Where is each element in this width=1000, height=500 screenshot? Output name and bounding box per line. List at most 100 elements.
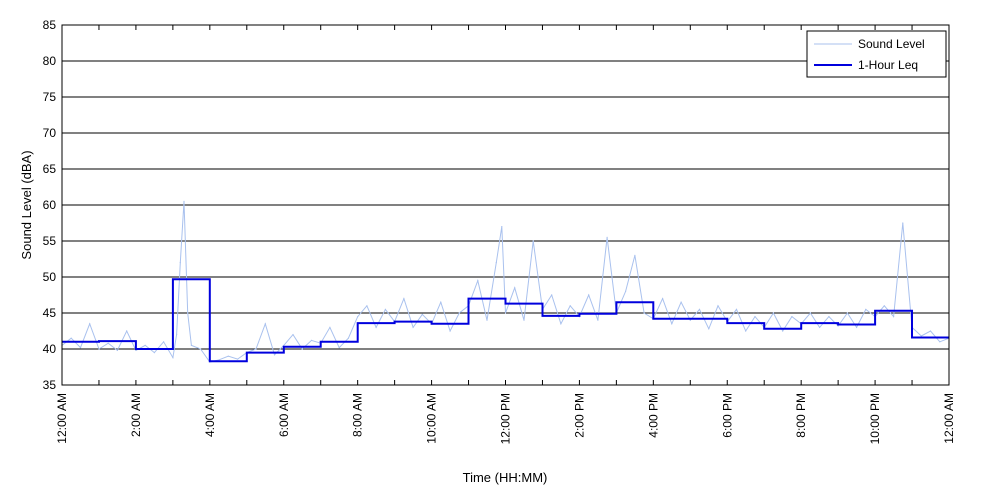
sound-level-point — [754, 316, 756, 318]
sound-level-point — [634, 254, 636, 256]
sound-level-series — [61, 200, 950, 363]
sound-level-point — [902, 222, 904, 224]
sound-level-point — [939, 341, 941, 343]
x-tick-label: 10:00 AM — [425, 393, 439, 444]
sound-level-point — [375, 326, 377, 328]
x-tick-label: 4:00 AM — [203, 393, 217, 437]
sound-level-point — [920, 335, 922, 337]
sound-level-point — [606, 236, 608, 238]
sound-level-point — [135, 349, 137, 351]
sound-level-point — [532, 240, 534, 242]
x-tick-label: 2:00 AM — [129, 393, 143, 437]
sound-level-point — [273, 354, 276, 356]
sound-level-point — [153, 352, 155, 354]
sound-level-point — [79, 347, 82, 349]
y-tick-label: 85 — [43, 18, 57, 32]
x-tick-label: 8:00 PM — [794, 393, 808, 438]
sound-level-point — [893, 316, 895, 318]
sound-level-point — [338, 347, 340, 349]
sound-level-point — [809, 312, 812, 314]
x-tick-label: 10:00 PM — [868, 393, 882, 444]
sound-level-point — [172, 357, 174, 359]
x-axis-ticks: 12:00 AM 2:00 AM 4:00 AM 6:00 AM 8:00 AM 10:0… — [55, 25, 956, 444]
x-tick-label: 6:00 PM — [720, 393, 734, 438]
sound-level-point — [176, 334, 178, 336]
sound-level-point — [495, 262, 497, 264]
leq-step-line — [62, 278, 949, 363]
legend-box — [806, 30, 947, 78]
sound-level-point — [310, 339, 313, 341]
sound-level-point — [671, 323, 673, 325]
sound-level-point — [264, 323, 266, 325]
sound-level-point — [347, 337, 349, 339]
sound-level-point — [486, 319, 488, 321]
sound-level-point — [403, 298, 405, 300]
sound-level-point — [98, 348, 100, 350]
sound-level-point — [856, 326, 858, 328]
sound-level-point — [449, 330, 451, 332]
sound-level-point — [588, 294, 590, 296]
sound-level-point — [883, 305, 885, 307]
sound-level-point — [440, 301, 442, 303]
sound-level-point — [717, 305, 719, 307]
y-tick-label: 70 — [43, 126, 57, 140]
sound-level-point — [551, 294, 553, 296]
sound-level-point — [218, 359, 220, 361]
x-tick-label: 12:00 AM — [55, 393, 69, 444]
sound-level-point — [179, 262, 181, 264]
sound-level-point — [689, 319, 691, 321]
sound-level-point — [329, 326, 331, 328]
sound-level-point — [144, 344, 146, 346]
sound-level-point — [366, 305, 368, 307]
sound-level-point — [477, 280, 479, 282]
sound-level-point — [514, 287, 516, 289]
sound-level-point — [200, 348, 202, 350]
sound-level-point — [846, 312, 849, 314]
sound-level-point — [569, 305, 571, 307]
x-tick-label: 4:00 PM — [646, 393, 660, 438]
sound-level-point — [183, 200, 185, 202]
sound-level-point — [126, 330, 128, 332]
sound-level-point — [504, 312, 507, 314]
x-axis-title: Time (HH:MM) — [463, 470, 548, 485]
sound-level-point — [708, 328, 710, 330]
legend-label-sound-level: Sound Level — [858, 37, 925, 51]
sound-level-point — [357, 316, 359, 318]
y-tick-label: 40 — [43, 342, 57, 356]
sound-level-point — [255, 348, 257, 350]
y-tick-label: 55 — [43, 234, 57, 248]
sound-level-point — [625, 290, 627, 292]
sound-level-point — [597, 319, 599, 321]
sound-level-point — [190, 344, 192, 346]
y-axis-ticks: 35 40 45 50 55 60 65 70 75 80 85 — [43, 18, 67, 392]
sound-level-point — [412, 326, 414, 328]
x-tick-label: 12:00 AM — [942, 393, 956, 444]
sound-level-point — [772, 312, 775, 314]
y-tick-label: 35 — [43, 378, 57, 392]
x-tick-label: 2:00 PM — [572, 393, 586, 438]
sound-level-point — [782, 330, 784, 332]
sound-level-point — [680, 301, 682, 303]
y-tick-label: 60 — [43, 198, 57, 212]
sound-level-point — [662, 298, 664, 300]
sound-level-point — [735, 308, 738, 310]
sound-level-point — [929, 330, 932, 332]
sound-level-point — [70, 337, 72, 339]
legend-label-leq: 1-Hour Leq — [858, 58, 918, 72]
sound-level-point — [89, 323, 91, 325]
y-tick-label: 45 — [43, 306, 57, 320]
sound-level-point — [237, 358, 239, 360]
x-tick-label: 12:00 PM — [499, 393, 513, 444]
sound-level-point — [560, 323, 562, 325]
sound-level-point — [187, 312, 189, 314]
sound-level-point — [301, 348, 303, 350]
sound-level-point — [698, 308, 701, 310]
y-tick-label: 80 — [43, 54, 57, 68]
y-tick-label: 75 — [43, 90, 57, 104]
sound-level-point — [283, 344, 285, 346]
sound-level-point — [745, 330, 747, 332]
sound-level-point — [828, 316, 830, 318]
y-tick-label: 65 — [43, 162, 57, 176]
